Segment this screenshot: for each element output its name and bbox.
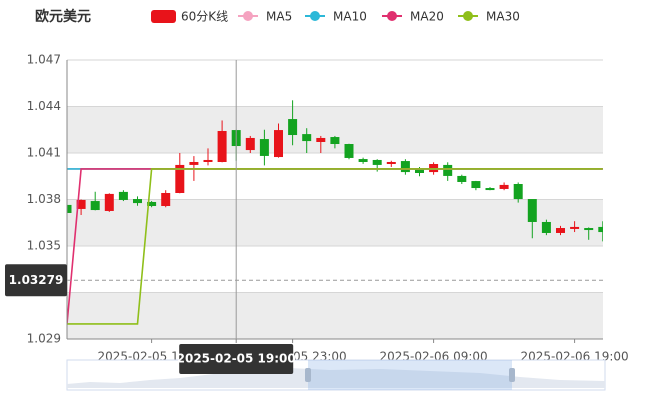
candle-body xyxy=(485,188,495,191)
candle-body xyxy=(584,228,594,231)
candle-body xyxy=(415,168,424,173)
legend-label: MA30 xyxy=(486,10,520,24)
candle-body xyxy=(90,201,100,211)
candle-body xyxy=(161,192,171,207)
slider-handle[interactable] xyxy=(305,368,311,382)
legend-swatch xyxy=(310,11,320,21)
candle-body xyxy=(513,184,523,200)
slider-window[interactable] xyxy=(308,360,512,390)
chart-title: 欧元美元 xyxy=(35,8,91,25)
candle-body xyxy=(217,130,227,162)
legend-swatch xyxy=(463,11,473,21)
plot-area xyxy=(67,100,603,325)
candle-body xyxy=(556,228,565,233)
candle-body xyxy=(118,191,128,200)
legend-swatch xyxy=(151,10,176,23)
candle-body xyxy=(245,137,255,151)
candle-body xyxy=(330,137,340,145)
candle-body xyxy=(259,139,269,156)
candle-body xyxy=(471,181,481,189)
y-tick-label: 1.041 xyxy=(27,146,61,160)
crosshair-x-label: 2025-02-05 19:00 xyxy=(177,352,296,366)
y-tick-label: 1.047 xyxy=(27,53,61,67)
candle-body xyxy=(598,226,603,233)
candle-body xyxy=(76,199,86,209)
candle-body xyxy=(344,144,354,158)
candle-body xyxy=(288,119,298,136)
candle-body xyxy=(203,159,213,162)
legend-label: MA20 xyxy=(410,10,444,24)
candle-body xyxy=(400,161,410,173)
candle-body xyxy=(527,199,537,222)
legend-label: MA5 xyxy=(266,10,292,24)
legend-label: 60分K线 xyxy=(181,10,228,24)
crosshair-y-box xyxy=(5,264,67,297)
legend: 60分K线 MA5 MA10 MA20 MA30 xyxy=(151,10,520,24)
candle-body xyxy=(499,184,509,189)
legend-swatch xyxy=(387,11,397,21)
crosshair: 1.03279 2025-02-05 19:00 xyxy=(5,60,603,374)
split-area xyxy=(67,292,603,339)
candle-body xyxy=(302,134,312,142)
candle-body xyxy=(133,199,142,204)
legend-label: MA10 xyxy=(333,10,367,24)
candle-body xyxy=(104,193,114,211)
candle-body xyxy=(175,164,185,193)
legend-swatch xyxy=(243,11,253,21)
y-tick-label: 1.029 xyxy=(27,332,61,346)
candle-body xyxy=(457,175,467,182)
candle-body xyxy=(274,130,283,158)
crosshair-x-box xyxy=(179,344,294,374)
ma-line xyxy=(67,168,603,325)
data-zoom-slider xyxy=(66,359,606,391)
y-tick-label: 1.035 xyxy=(27,239,61,253)
slider-handle[interactable] xyxy=(509,368,515,382)
plot-background xyxy=(67,59,603,340)
y-tick-label: 1.044 xyxy=(27,99,61,113)
candle-body xyxy=(358,159,368,162)
crosshair-y-label: 1.03279 xyxy=(9,273,64,287)
split-area xyxy=(67,199,603,246)
candle-body xyxy=(429,164,439,173)
slider-sparkline xyxy=(67,368,605,388)
y-tick-label: 1.038 xyxy=(27,192,61,206)
candle-body xyxy=(541,221,551,233)
candle-body xyxy=(443,164,453,176)
candle-body xyxy=(316,137,326,142)
candle-body xyxy=(570,226,580,229)
candle-body xyxy=(372,159,382,165)
candle-body xyxy=(67,204,72,213)
candle-body xyxy=(189,161,199,165)
candle-body xyxy=(147,201,157,207)
candle-body xyxy=(386,161,396,165)
